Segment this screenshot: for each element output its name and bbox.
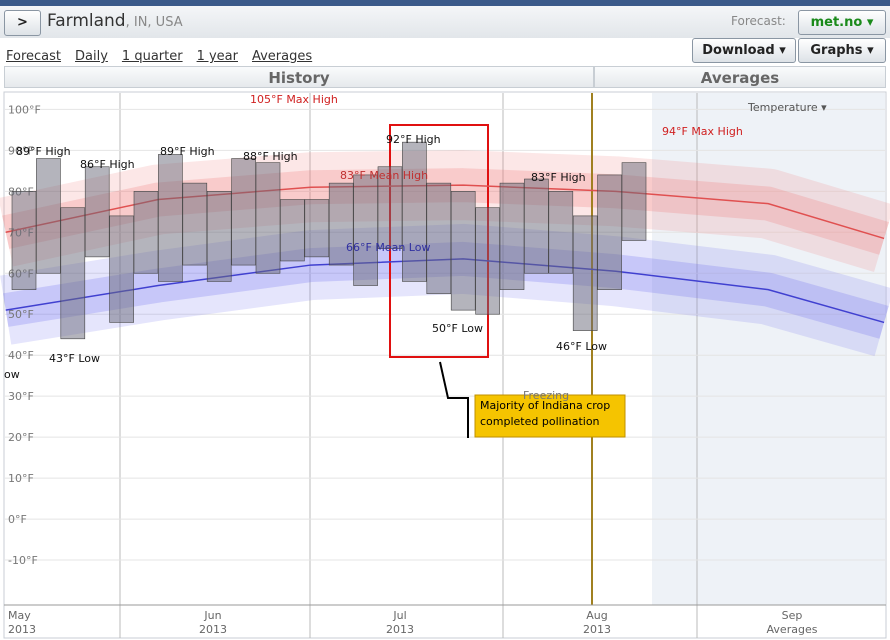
y-tick-label: -10°F — [8, 554, 38, 567]
averages-header: Averages — [594, 66, 886, 88]
x-year-label: 2013 — [199, 623, 227, 636]
annotation: 105°F Max High — [250, 93, 338, 106]
nav: Forecast Daily 1 quarter 1 year Averages — [6, 49, 326, 64]
region: , IN, USA — [125, 15, 183, 30]
temp-range-bar — [304, 199, 330, 258]
y-tick-label: 10°F — [8, 472, 34, 485]
temp-range-bar — [572, 215, 598, 331]
forecast-label: Forecast: — [731, 14, 786, 28]
temp-range-bar — [231, 158, 256, 266]
forecast-source[interactable]: met.no ▾ — [798, 10, 886, 35]
annotation: 92°F High — [386, 133, 441, 146]
temp-range-bar — [84, 166, 110, 258]
nav-link[interactable]: 1 quarter — [121, 49, 183, 64]
y-tick-label: 90°F — [8, 144, 34, 157]
temp-range-bar — [450, 191, 476, 311]
temp-range-bar — [36, 158, 61, 274]
callout-text: Majority of Indiana crop — [480, 399, 610, 412]
temp-range-bar — [182, 182, 208, 266]
x-year-label: 2013 — [8, 623, 36, 636]
temp-range-bar — [475, 207, 500, 315]
x-year-label: 2013 — [583, 623, 611, 636]
temp-range-bar — [158, 154, 183, 282]
temp-range-bar — [60, 207, 86, 340]
temp-range-bar — [280, 199, 305, 262]
callout-text: completed pollination — [480, 415, 600, 428]
averages-region — [652, 93, 885, 605]
x-month-label: Aug — [586, 609, 607, 622]
nav-link[interactable]: 1 year — [196, 49, 238, 64]
annotation: 50°F Low — [432, 322, 483, 335]
temp-range-bar — [109, 215, 134, 323]
download-button[interactable]: Download ▾ — [692, 38, 796, 63]
temp-range-bar — [328, 182, 354, 266]
y-tick-label: 50°F — [8, 308, 34, 321]
temp-range-bar — [255, 162, 281, 274]
annotation: 43°F Low — [49, 352, 100, 365]
temp-range-bar — [353, 174, 378, 286]
location-title: Farmland, IN, USA — [47, 11, 183, 31]
temp-range-bar — [402, 141, 427, 282]
temp-range-bar — [621, 162, 647, 241]
annotation: 46°F Low — [556, 340, 607, 353]
header — [0, 6, 890, 38]
temp-range-bar — [426, 182, 452, 295]
x-month-label: Jun — [203, 609, 221, 622]
annotation: 66°F Mean Low — [346, 241, 430, 254]
callout-connector — [439, 361, 469, 438]
annotation: 83°F Mean High — [340, 169, 428, 182]
annotation: ow — [4, 368, 20, 381]
temp-range-bar — [524, 178, 549, 274]
graphs-button[interactable]: Graphs ▾ — [798, 38, 886, 63]
x-month-label: Sep — [782, 609, 803, 622]
annotation: 88°F High — [243, 150, 298, 163]
temp-range-bar — [206, 191, 232, 282]
top-bar — [0, 0, 890, 6]
y-tick-label: 100°F — [8, 103, 41, 116]
x-year-label: Averages — [767, 623, 818, 636]
annotation: 83°F High — [531, 171, 586, 184]
history-header: History — [4, 66, 594, 88]
nav-link[interactable]: Forecast — [6, 49, 62, 64]
annotation: 89°F High — [160, 145, 215, 158]
expand-button[interactable]: > — [4, 10, 41, 36]
metric-selector[interactable]: Temperature ▾ — [747, 101, 827, 114]
chart: Majority of Indiana crop completed polli… — [0, 91, 890, 639]
y-tick-label: 0°F — [8, 513, 27, 526]
annotation: 94°F Max High — [662, 125, 743, 138]
y-tick-label: 30°F — [8, 390, 34, 403]
x-month-label: Jul — [392, 609, 406, 622]
nav-link[interactable]: Averages — [251, 49, 313, 64]
temp-range-bar — [597, 174, 622, 290]
temp-range-bar — [499, 182, 525, 290]
nav-link[interactable]: Daily — [75, 49, 108, 64]
x-year-label: 2013 — [386, 623, 414, 636]
temp-range-bar — [11, 191, 37, 290]
y-tick-label: 20°F — [8, 431, 34, 444]
temp-range-bar — [548, 191, 574, 274]
annotation: Freezing — [523, 389, 569, 402]
city: Farmland — [47, 11, 126, 31]
y-tick-label: 40°F — [8, 349, 34, 362]
x-month-label: May — [8, 609, 31, 622]
annotation: 86°F High — [80, 158, 135, 171]
temp-range-bar — [377, 166, 403, 249]
annotation: 89°F High — [16, 145, 71, 158]
callout-box — [474, 394, 626, 438]
temp-range-bar — [133, 191, 159, 274]
